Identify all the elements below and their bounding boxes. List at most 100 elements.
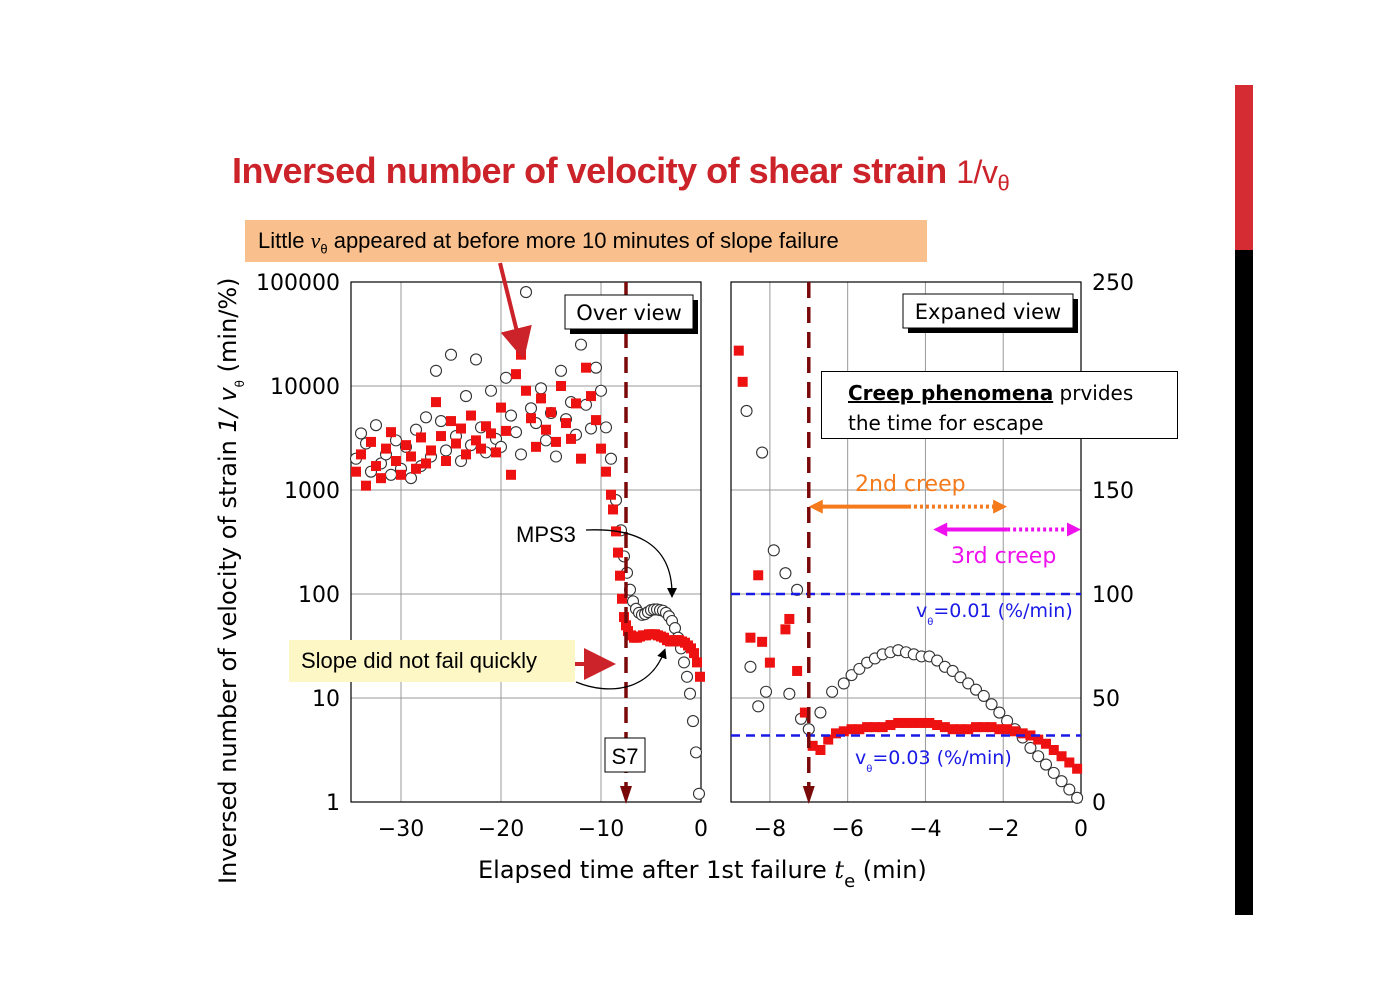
right-circle-point [837, 677, 850, 690]
right-square-point [807, 740, 818, 751]
left-square-point [406, 451, 416, 462]
left-square-point [446, 416, 456, 427]
left-plot-frame [350, 281, 702, 803]
ref-line-1-label: vθ=0.01 (%/min) [916, 600, 1073, 628]
left-square-point [586, 391, 596, 402]
slide-title: Inversed number of velocity of shear str… [232, 150, 1010, 196]
left-square-point [436, 431, 446, 442]
left-circle-point [574, 338, 588, 351]
left-square-point [461, 449, 471, 460]
left-square-point [491, 447, 501, 458]
mps3-label: MPS3 [516, 522, 576, 547]
left-x-tick-label: −30 [378, 817, 424, 842]
left-square-point [351, 466, 361, 477]
left-circle-point [524, 402, 538, 415]
left-square-point [496, 402, 506, 413]
right-circle-point [985, 698, 998, 711]
sidebar-accent-black [1235, 250, 1253, 915]
left-square-point [621, 620, 631, 631]
callout-creep-line2: the time for escape [848, 411, 1044, 435]
left-circle-point [683, 687, 697, 700]
right-circle-point [826, 685, 839, 698]
right-square-point [877, 722, 888, 733]
left-square-point [376, 473, 386, 484]
left-square-point [561, 418, 571, 429]
left-grid [350, 281, 702, 803]
left-x-tick-label: −20 [478, 817, 524, 842]
right-circle-point [853, 662, 866, 675]
right-square-point [757, 636, 768, 647]
left-circle-point [354, 427, 368, 440]
right-circle-point [791, 583, 804, 596]
right-circle-point [740, 404, 753, 418]
right-marks [733, 345, 1084, 804]
left-circle-point [404, 472, 418, 485]
ref-line-2-label: vθ=0.03 (%/min) [855, 747, 1012, 775]
second-creep-arrow-head-right [993, 499, 1008, 514]
right-circle-point [767, 544, 780, 557]
right-panel-label: Expaned view [915, 300, 1062, 324]
s7-box [604, 737, 646, 773]
slide-title-symbol-sub: θ [997, 170, 1010, 196]
right-square-point [846, 724, 857, 735]
left-square-point [396, 469, 406, 480]
left-circle-point [499, 371, 513, 384]
right-square-point [831, 728, 841, 739]
left-square-point [551, 436, 561, 447]
left-circle-point [369, 419, 383, 432]
x-axis-title: Elapsed time after 1st failure te (min) [478, 856, 927, 892]
right-circle-point [752, 700, 765, 713]
left-square-point [619, 612, 629, 623]
left-x-tick-label: −10 [578, 817, 624, 842]
slope-curve-arrow [575, 648, 667, 690]
right-circle-point [744, 660, 757, 673]
left-square-point [501, 425, 511, 436]
right-square-point [916, 717, 927, 728]
left-square-point [615, 570, 625, 581]
left-circle-point [686, 715, 700, 728]
right-square-point [764, 657, 775, 668]
right-y-tick-label: 50 [1092, 687, 1120, 712]
right-square-point [1064, 757, 1075, 768]
right-square-point [1009, 726, 1020, 737]
third-creep-label: 3rd creep [951, 544, 1056, 569]
left-panel-label-box [564, 294, 694, 330]
right-circle-point [1032, 750, 1045, 763]
left-circle-point [677, 656, 691, 669]
right-square-point [885, 720, 896, 731]
left-circle-point [599, 421, 613, 434]
right-square-point [986, 722, 997, 733]
right-square-point [838, 726, 849, 737]
right-circle-point [1039, 758, 1053, 771]
left-marks [349, 286, 706, 800]
left-square-point [416, 432, 426, 443]
right-square-point [908, 717, 919, 728]
left-square-point [576, 453, 586, 464]
second-creep-arrow-head-left [808, 499, 823, 514]
right-square-point [924, 717, 935, 728]
left-square-point [411, 463, 421, 474]
right-x-tick-label: 0 [1074, 817, 1088, 842]
left-square-point [466, 410, 476, 421]
right-square-point [1072, 763, 1083, 774]
second-creep-label: 2nd creep [855, 472, 966, 497]
right-square-point [901, 717, 911, 728]
left-square-point [531, 441, 541, 452]
callout-slope-text: Slope did not fail quickly [301, 648, 538, 673]
left-square-point [608, 504, 618, 515]
callout-little-sub: θ [320, 241, 328, 257]
left-square-point [689, 648, 699, 659]
right-square-point [932, 720, 943, 731]
little-velocity-arrow [498, 262, 532, 360]
left-circle-point [434, 415, 448, 428]
right-square-point [745, 632, 756, 643]
s7-label: S7 [612, 744, 639, 769]
right-square-point [1017, 728, 1028, 739]
left-square-point [695, 671, 705, 682]
left-panel-label: Over view [576, 301, 682, 325]
left-square-point [381, 443, 391, 454]
left-circle-point [444, 348, 458, 361]
right-square-point [963, 724, 974, 735]
callout-creep-rest: prvides [1053, 381, 1134, 405]
